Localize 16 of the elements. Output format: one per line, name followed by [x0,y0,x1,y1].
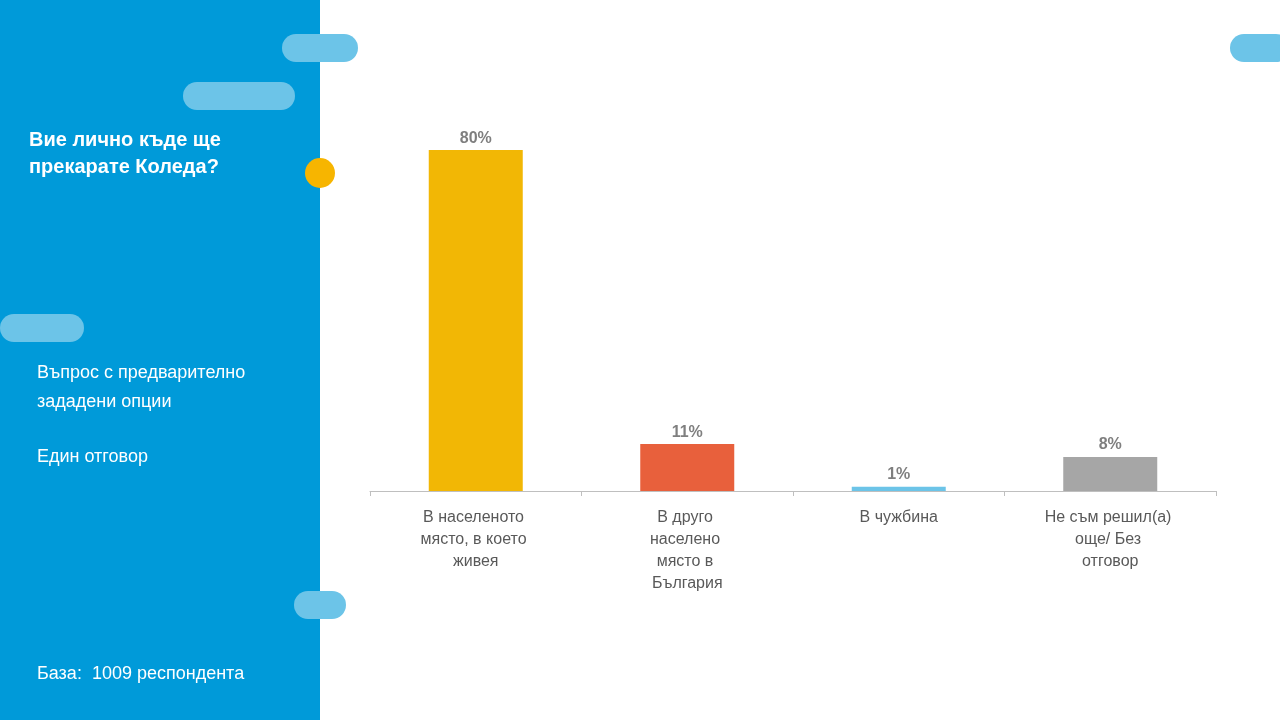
x-tick-label: В чужбина [859,507,939,525]
x-tick-label: В населеното място, в което живея [420,507,531,569]
x-tick-label: Не съм решил(а) още/ Без отговор [1044,507,1176,569]
data-label: 1% [887,465,911,483]
data-label: 8% [1098,435,1122,453]
x-tick-label: В друго населено място в България [649,507,725,591]
bar [428,150,523,491]
text: Въпрос с предварително зададени опции [37,361,247,413]
data-label: 11% [671,422,703,440]
text: Един отговор [37,446,149,467]
text: Вие лично къде ще прекарате Коледа? [29,127,222,179]
bar [640,444,735,491]
data-label: 80% [459,128,492,146]
bar [1063,456,1158,491]
bar [851,486,946,491]
text: База: 1009 респондента [37,663,246,684]
